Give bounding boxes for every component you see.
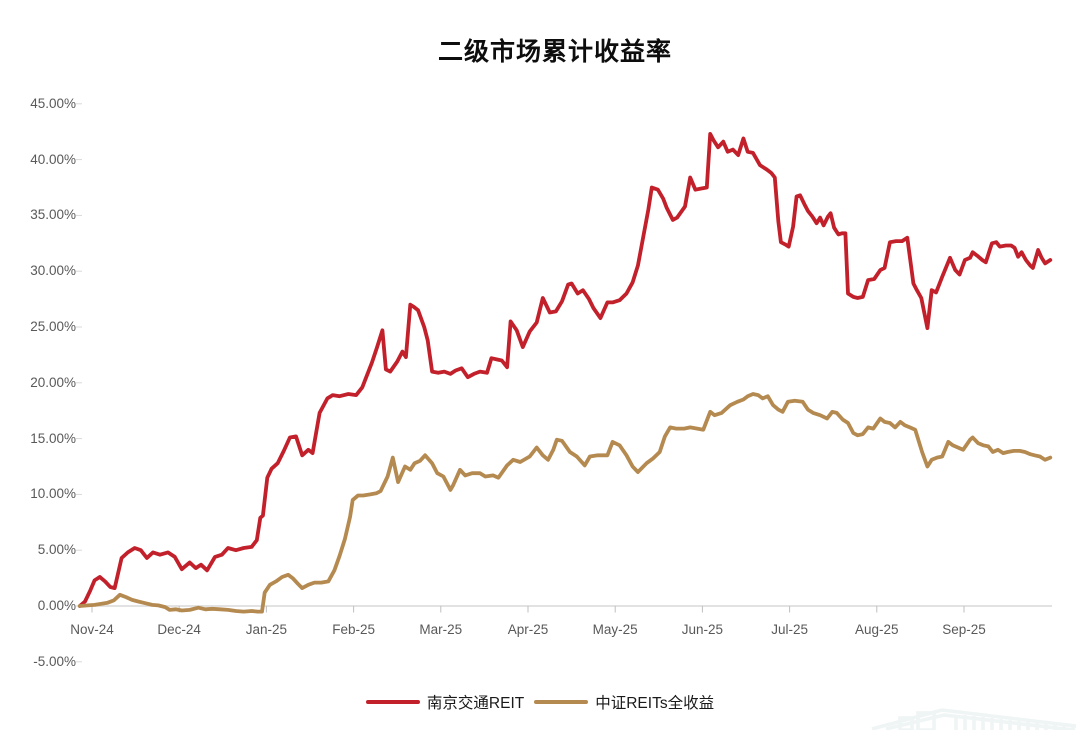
y-tick-label: 30.00%: [30, 263, 76, 279]
x-tick-label: Jul-25: [771, 622, 808, 637]
x-tick-label: Apr-25: [507, 622, 549, 637]
y-tick-label: 0.00%: [37, 598, 76, 613]
skyline-watermark-icon: [871, 708, 1077, 730]
x-tick-label: May-25: [592, 622, 638, 637]
legend-label: 南京交通REIT: [426, 695, 525, 712]
y-tick-label: -5.00%: [33, 653, 76, 669]
x-tick-label: Nov-24: [70, 622, 114, 637]
legend-item-nanjing-reit: 南京交通REIT: [365, 691, 525, 713]
x-tick-label: Jun-25: [681, 622, 724, 637]
x-tick-label: Dec-24: [157, 622, 201, 637]
series-line-csi-reits: [77, 392, 1053, 614]
y-tick-label: 45.00%: [30, 95, 76, 111]
legend: 南京交通REIT 中证REITs全收益: [0, 688, 1080, 716]
legend-label: 中证REITs全收益: [595, 695, 715, 712]
y-tick-label: 35.00%: [30, 207, 76, 223]
series-lines: [77, 131, 1053, 614]
legend-swatch-red-line-icon: [365, 699, 420, 705]
series-line-nanjing-reit: [77, 131, 1053, 608]
x-tick-label: Aug-25: [855, 622, 899, 637]
x-tick-label: Feb-25: [332, 622, 375, 637]
y-tick-label: 10.00%: [30, 486, 76, 502]
x-tick-label: Sep-25: [942, 622, 986, 637]
y-tick-label: 15.00%: [30, 430, 76, 446]
y-tick-label: 20.00%: [30, 374, 76, 390]
y-tick-label: 40.00%: [30, 151, 76, 167]
legend-swatch-tan-line-icon: [534, 699, 589, 705]
y-tick-label: 25.00%: [30, 319, 76, 334]
x-axis-line: [76, 103, 1052, 663]
x-tick-label: Mar-25: [419, 622, 463, 637]
y-tick-label: 5.00%: [37, 542, 76, 558]
x-tick-label: Jan-25: [245, 622, 288, 637]
chart-title: 二级市场累计收益率: [437, 38, 672, 66]
legend-item-csi-reits: 中证REITs全收益: [534, 691, 714, 713]
